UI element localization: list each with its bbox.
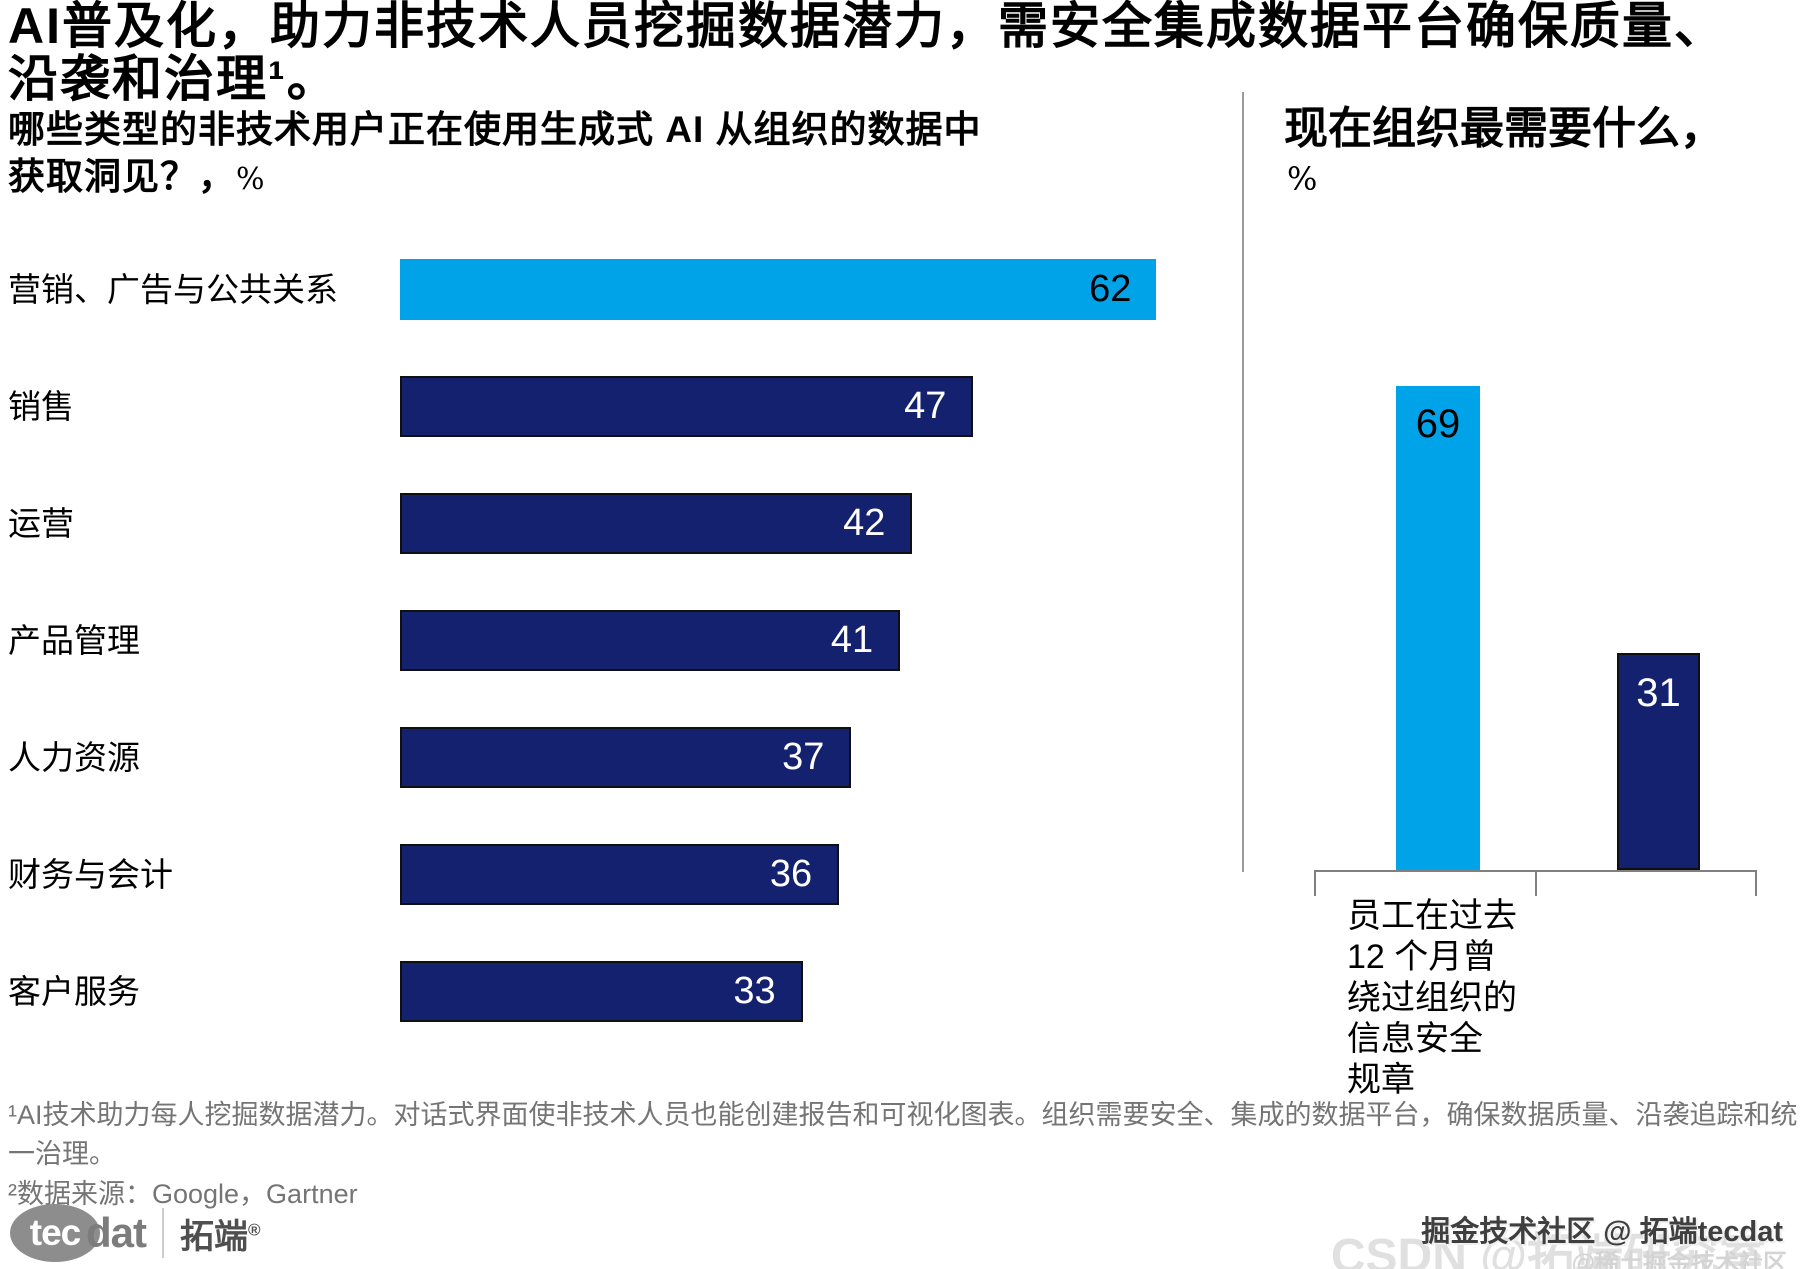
category-label: 员工在过去 12 个月曾 绕过组织的 信息安全 规章 <box>1347 897 1517 1099</box>
bar-value: 36 <box>769 853 813 895</box>
bar-value: 69 <box>1415 402 1461 447</box>
footnote-1: ¹AI技术助力每人挖掘数据潜力。对话式界面使非技术人员也能创建报告和可视化图表。… <box>8 1100 1798 1169</box>
category-label: 财务与会计 <box>8 856 173 893</box>
bar-value: 37 <box>782 736 825 778</box>
x-axis <box>1314 870 1757 896</box>
bar-second-category: 31 <box>1617 652 1700 870</box>
tecdat-logo: tec dat 拓端® <box>10 1202 261 1264</box>
left-chart-question: 哪些类型的非技术用户正在使用生成式 AI 从组织的数据中获取洞见？， <box>8 109 982 197</box>
axis-tick <box>1535 872 1537 896</box>
category-label: 客户服务 <box>8 973 140 1010</box>
bar-product-management: 41 <box>400 610 901 671</box>
bar-value: 31 <box>1636 670 1681 715</box>
axis-tick <box>1755 872 1757 896</box>
axis-tick <box>1314 872 1316 896</box>
category-label: 销售 <box>8 388 74 425</box>
right-chart-unit: % <box>1287 160 1318 198</box>
category-label: 运营 <box>8 505 74 542</box>
bar-finance-accounting: 36 <box>400 844 840 905</box>
watermark-primary: 掘金技术社区 @ 拓端tecdat <box>1421 1216 1783 1248</box>
logo-separator <box>162 1208 164 1258</box>
bar-value: 62 <box>1089 268 1132 310</box>
left-chart-unit: % <box>236 162 265 197</box>
bar-value: 42 <box>843 502 886 544</box>
category-label: 人力资源 <box>8 739 140 776</box>
category-label: 营销、广告与公共关系 <box>8 271 338 308</box>
bar-operations: 42 <box>400 493 913 554</box>
bar-marketing: 62 <box>400 259 1157 320</box>
tecdat-logo-suffix: dat <box>86 1209 147 1256</box>
bar-bypassed-security: 69 <box>1396 386 1480 870</box>
left-chart-title: 哪些类型的非技术用户正在使用生成式 AI 从组织的数据中获取洞见？，% <box>8 106 1018 203</box>
tecdat-logo-cn-text: 拓端 <box>180 1217 248 1256</box>
page-title: AI普及化，助力非技术人员挖掘数据潜力，需安全集成数据平台确保质量、 沿袭和治理… <box>8 0 1726 107</box>
bar-value: 33 <box>733 970 776 1012</box>
bar-customer-service: 33 <box>400 961 803 1022</box>
bar-value: 41 <box>830 619 874 661</box>
right-chart-title: 现在组织最需要什么， <box>1284 104 1724 153</box>
panel-divider <box>1242 92 1244 872</box>
watermark-csdn: CSDN @拓端研究室 <box>1330 1230 1767 1269</box>
watermark-juejin: @稀土掘金技术社区 <box>1571 1250 1787 1269</box>
bar-value: 47 <box>904 385 947 427</box>
registered-mark-icon: ® <box>248 1220 261 1240</box>
bar-sales: 47 <box>400 376 974 437</box>
bar-human-resources: 37 <box>400 727 852 788</box>
tecdat-logo-cn: 拓端® <box>180 1209 261 1258</box>
tecdat-logo-circle-icon: tec <box>10 1204 100 1262</box>
category-label: 产品管理 <box>8 622 140 659</box>
